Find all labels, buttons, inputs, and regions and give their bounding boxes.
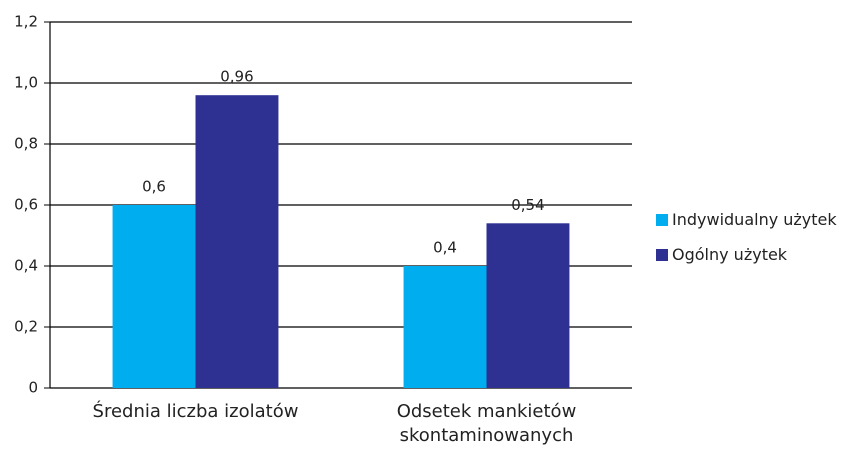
legend-item: Indywidualny użytek [656, 210, 837, 229]
data-label: 0,4 [433, 239, 457, 257]
y-tick-label: 0,2 [14, 318, 38, 336]
bar [486, 223, 570, 388]
data-label: 0,54 [511, 196, 544, 214]
legend-item: Ogólny użytek [656, 245, 787, 264]
y-tick-label: 1,2 [14, 13, 38, 31]
y-tick-label: 1,0 [14, 74, 38, 92]
data-label: 0,96 [220, 68, 253, 86]
bar [112, 205, 196, 388]
x-tick-label: Średnia liczba izolatów [92, 401, 299, 422]
y-tick-label: 0,8 [14, 135, 38, 153]
data-label: 0,6 [142, 178, 166, 196]
y-tick-label: 0 [28, 379, 38, 397]
legend-label: Ogólny użytek [672, 245, 788, 264]
legend-swatch [656, 248, 668, 261]
legend-swatch [656, 213, 668, 226]
y-tick-label: 0,6 [14, 196, 38, 214]
y-tick-label: 0,4 [14, 257, 38, 275]
x-tick-label: Odsetek mankietów skontaminowanych [396, 401, 577, 446]
bar [195, 95, 279, 388]
bar [403, 266, 487, 388]
legend-label: Indywidualny użytek [672, 210, 837, 229]
